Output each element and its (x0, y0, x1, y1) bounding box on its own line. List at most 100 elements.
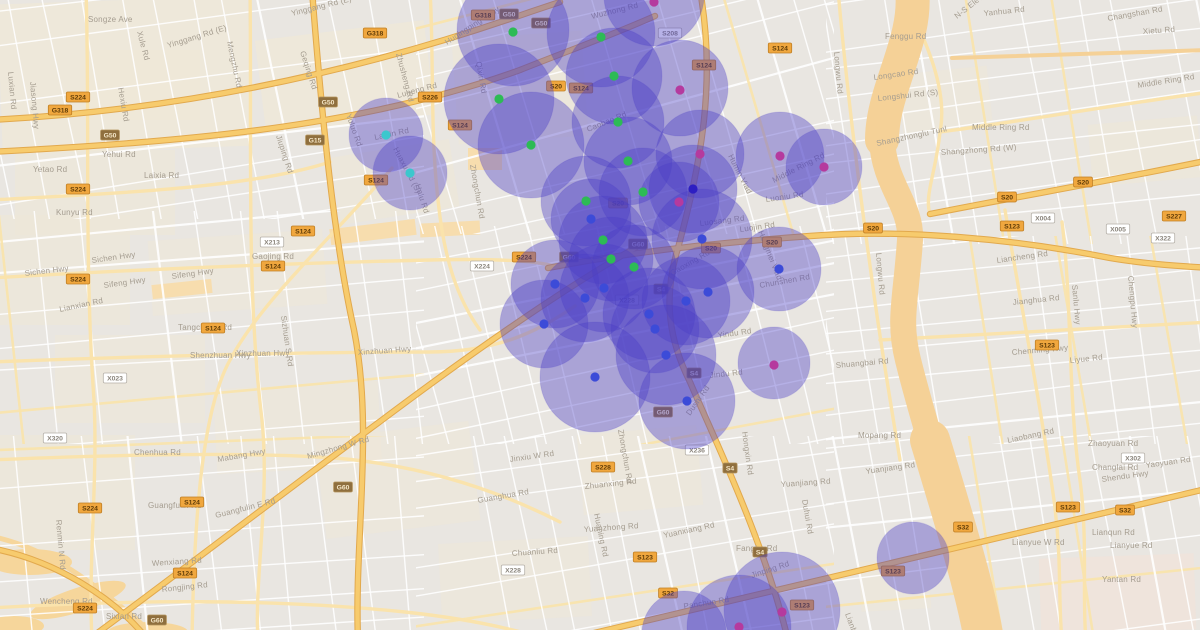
poi-dot-cyan[interactable] (381, 130, 391, 140)
route-shield-G60: G60 (147, 614, 167, 626)
road-label: Jindu Rd (709, 368, 743, 380)
svg-text:G60: G60 (151, 618, 164, 625)
coverage-circle[interactable] (876, 521, 950, 595)
coverage-circle[interactable] (546, 0, 656, 88)
svg-text:S123: S123 (1060, 505, 1076, 512)
svg-text:S124: S124 (772, 46, 788, 53)
poi-dot-magenta[interactable] (695, 149, 705, 159)
poi-dot-magenta[interactable] (674, 197, 684, 207)
route-shield-S124: S124 (767, 42, 793, 54)
route-shield-G60: G60 (628, 238, 648, 250)
poi-dot-green[interactable] (581, 196, 591, 206)
poi-dot-cyan[interactable] (405, 168, 415, 178)
coverage-circle[interactable] (723, 551, 841, 630)
poi-dot-magenta[interactable] (769, 360, 779, 370)
route-shield-X322: X322 (1150, 232, 1176, 244)
poi-dot-green[interactable] (508, 27, 518, 37)
route-shield-S124: S124 (179, 496, 205, 508)
svg-text:S224: S224 (516, 255, 532, 262)
svg-text:S124: S124 (265, 264, 281, 271)
poi-dot-blue[interactable] (644, 309, 654, 319)
route-shield-S123: S123 (1055, 501, 1081, 513)
poi-dot-blue[interactable] (550, 279, 560, 289)
route-shield-S224: S224 (511, 251, 537, 263)
poi-dot-green[interactable] (613, 117, 623, 127)
poi-dot-blue[interactable] (586, 214, 596, 224)
poi-dot-magenta[interactable] (819, 162, 829, 172)
svg-text:S123: S123 (1039, 343, 1055, 350)
svg-text:S227: S227 (1166, 214, 1182, 221)
poi-dot-blue[interactable] (580, 293, 590, 303)
poi-dot-blue[interactable] (774, 264, 784, 274)
road-label: Yuanzhong Rd (584, 521, 639, 534)
svg-text:S124: S124 (696, 63, 712, 70)
poi-dot-blue[interactable] (590, 372, 600, 382)
svg-text:X228: X228 (619, 298, 635, 305)
poi-dot-blue[interactable] (539, 319, 549, 329)
coverage-circle[interactable] (456, 0, 570, 87)
road-label: Xietu Rd (1143, 25, 1176, 36)
poi-dot-blue[interactable] (703, 287, 713, 297)
svg-text:S20: S20 (705, 246, 717, 253)
svg-text:S124: S124 (177, 571, 193, 578)
poi-dot-magenta[interactable] (775, 151, 785, 161)
poi-dot-magenta[interactable] (649, 0, 659, 7)
svg-text:X004: X004 (1035, 216, 1051, 223)
route-shield-S20: S20 (1073, 176, 1093, 188)
coverage-circle[interactable] (603, 0, 705, 47)
poi-dot-blue[interactable] (681, 296, 691, 306)
route-shields: S224G318G318G318G50G50G50G50G15S124S224S… (42, 8, 1187, 626)
svg-text:S20: S20 (612, 201, 624, 208)
minor-roads-zone (416, 0, 834, 234)
svg-text:S123: S123 (794, 603, 810, 610)
coverage-circle[interactable] (686, 574, 792, 630)
svg-text:G318: G318 (475, 13, 492, 20)
poi-dot-blue[interactable] (661, 350, 671, 360)
svg-text:G60: G60 (337, 485, 350, 492)
road-label: Gaojing Rd (252, 252, 294, 261)
poi-dot-blue[interactable] (682, 396, 692, 406)
svg-text:S20: S20 (867, 226, 879, 233)
svg-text:S123: S123 (885, 569, 901, 576)
road-label: Xinzhuan Hwy (358, 344, 412, 357)
road-label: Yehui Rd (102, 150, 136, 159)
road-label: Changlai Rd (1092, 463, 1138, 472)
route-shield-X213: X213 (259, 236, 285, 248)
route-shield-S4: S4 (653, 283, 669, 295)
poi-dot-green[interactable] (494, 94, 504, 104)
poi-dot-magenta[interactable] (734, 622, 744, 630)
route-shield-S227: S227 (1161, 210, 1187, 222)
svg-text:S20: S20 (550, 84, 562, 91)
poi-dot-green[interactable] (609, 71, 619, 81)
route-shield-S226: S226 (417, 91, 443, 103)
poi-dot-green[interactable] (606, 254, 616, 264)
route-shield-X302: X302 (1120, 452, 1146, 464)
road-label: Middle Ring Rd (972, 123, 1030, 132)
route-shield-G318: G318 (470, 9, 496, 21)
poi-dot-indigo[interactable] (688, 184, 698, 194)
poi-dot-green[interactable] (623, 156, 633, 166)
road-label: Sixian Rd (106, 612, 142, 621)
poi-dot-blue[interactable] (650, 324, 660, 334)
minor-roads-zone (416, 436, 834, 630)
svg-text:S226: S226 (422, 95, 438, 102)
poi-dot-green[interactable] (526, 140, 536, 150)
coverage-circle[interactable] (641, 590, 727, 630)
coverage-circles (348, 0, 950, 630)
poi-dot-green[interactable] (629, 262, 639, 272)
road-label: Kunyu Rd (56, 208, 93, 217)
poi-dot-blue[interactable] (599, 283, 609, 293)
route-shield-S20: S20 (997, 191, 1017, 203)
poi-dot-magenta[interactable] (777, 607, 787, 617)
poi-dot-magenta[interactable] (675, 85, 685, 95)
poi-dot-green[interactable] (596, 32, 606, 42)
poi-markers (381, 0, 829, 630)
route-shield-X023: X023 (102, 372, 128, 384)
poi-dot-green[interactable] (638, 187, 648, 197)
svg-text:S224: S224 (82, 506, 98, 513)
poi-dot-green[interactable] (598, 235, 608, 245)
poi-dot-blue[interactable] (697, 234, 707, 244)
route-shield-X005: X005 (1105, 223, 1131, 235)
